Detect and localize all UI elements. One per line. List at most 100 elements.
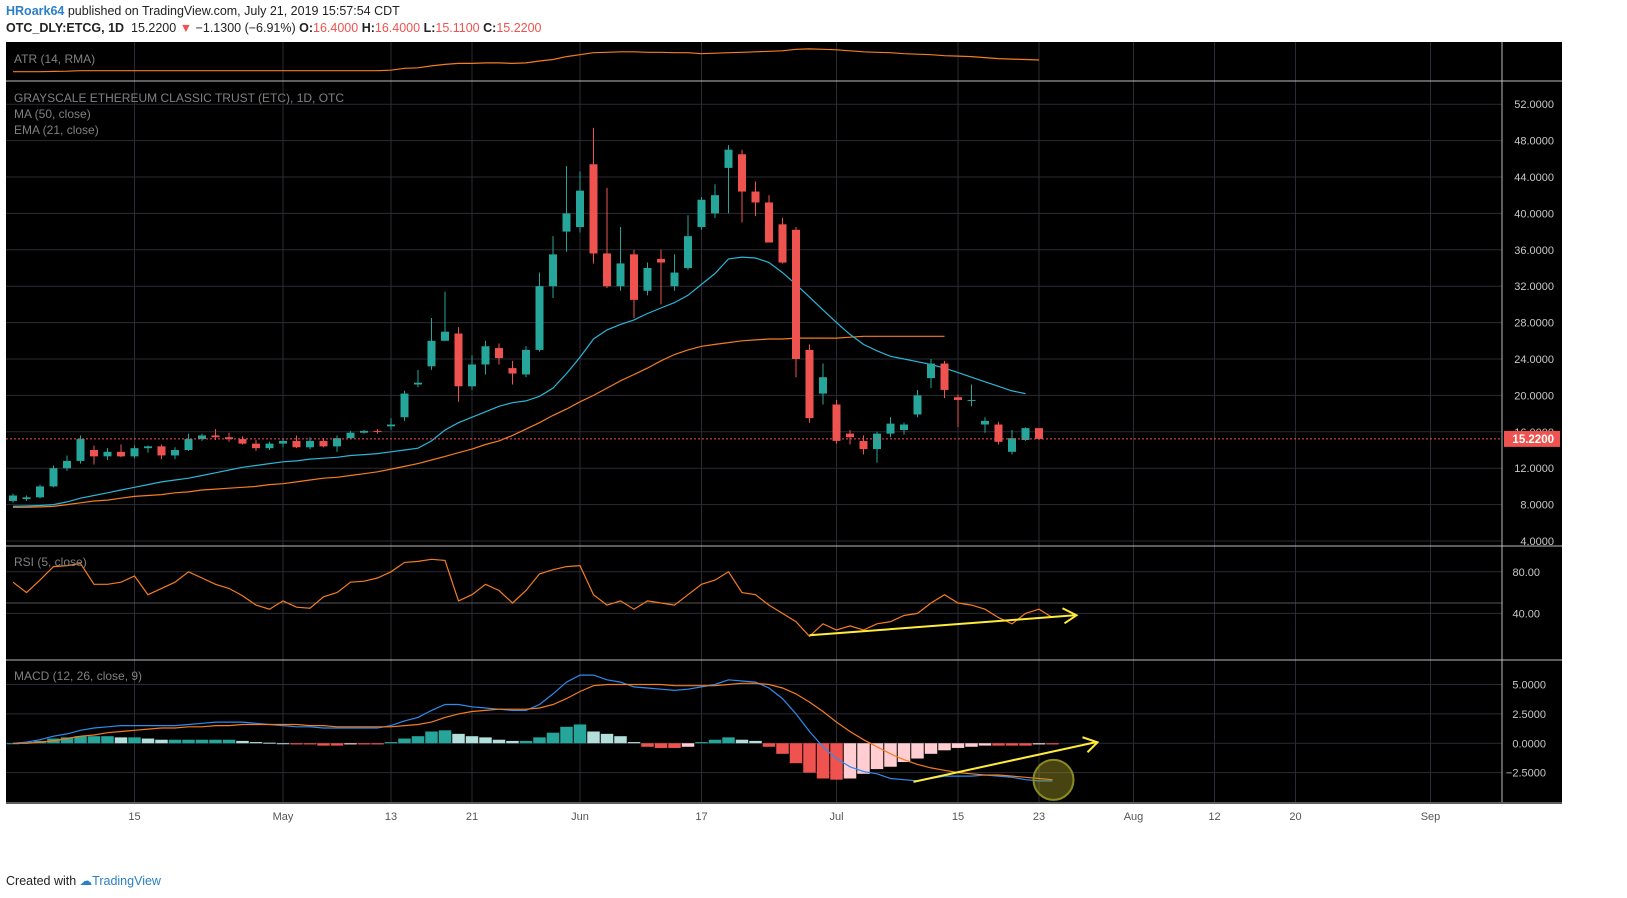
rsi-panel[interactable] [6,558,1502,638]
tradingview-brand[interactable]: TradingView [92,874,161,888]
price-tick-label: 20.0000 [1514,390,1554,402]
macd-trend-arrow [913,741,1096,783]
macd-hist-bar [938,743,951,751]
ema-legend: EMA (21, close) [14,123,99,137]
macd-hist-bar [114,737,128,744]
macd-hist-bar [492,739,506,744]
candle-up [346,432,355,439]
candle-up [265,443,274,449]
time-tick-label: 12 [1208,811,1220,823]
macd-hist-bar [371,743,384,745]
candle-up [724,149,733,168]
price-axis[interactable]: 4.00008.000012.000016.000020.000024.0000… [1504,99,1560,780]
candle-up [643,268,652,291]
macd-hist-bar [249,742,263,744]
rsi-tick-label: 40.00 [1512,608,1540,620]
macd-hist-bar [303,743,317,745]
candle-down [508,368,517,374]
candle-up [981,420,989,425]
candle-down [589,164,598,254]
macd-hist-bar [776,743,789,754]
candle-up [697,199,706,228]
macd-hist-bar [222,739,236,744]
last-price: 15.2200 [131,21,177,35]
candle-down [252,443,260,449]
candle-up [63,460,71,469]
macd-hist-bar [384,742,398,744]
macd-hist-bar [992,743,1005,746]
macd-hist-bar [1046,743,1059,745]
macd-hist-bar [1005,743,1019,746]
open-label: O: [299,21,314,35]
candle-up [198,435,206,440]
candle-down [859,440,868,450]
time-tick-label: Aug [1124,811,1144,823]
macd-hist-bar [344,743,357,745]
candle-up [468,364,476,387]
macd-hist-bar [978,743,992,746]
atr-panel[interactable] [13,48,1040,73]
macd-arrow-head [1082,736,1100,753]
candle-up [49,468,58,487]
rsi-tick-label: 80.00 [1512,567,1540,579]
candle-down [940,363,949,390]
high-value: 16.4000 [374,21,421,35]
candle-down [603,253,611,287]
candle-up [684,236,692,268]
price-tick-label: 48.0000 [1514,136,1554,148]
macd-hist-bar [263,742,276,744]
candle-up [900,424,908,430]
macd-panel[interactable] [6,674,1100,801]
time-tick-label: Jun [571,811,589,823]
candle-up [171,450,179,456]
candle-up [360,430,368,433]
candle-down [90,450,98,457]
macd-hist-bar [317,743,330,746]
low-value: 15.1100 [435,21,480,35]
macd-hist-bar [155,739,168,744]
macd-hist-bar [708,739,722,744]
grid [6,42,1502,802]
time-tick-label: 23 [1033,811,1045,823]
candle-up [36,486,44,498]
macd-hist-bar [128,737,141,744]
time-tick-label: 17 [695,811,707,823]
candle-up [387,424,395,427]
chart-canvas[interactable]: 4.00008.000012.000016.000020.000024.0000… [6,42,1562,830]
time-axis[interactable]: 15 May 13 21 Jun 17 Jul 15 23 Aug 12 20 Sep [6,804,1562,830]
macd-hist-bar [600,733,614,744]
macd-hist-bar [654,743,668,748]
candle-up [400,393,409,418]
tradingview-logo-icon: ☁ [79,874,93,888]
macd-hist-bar [857,743,870,774]
candle-down [657,258,665,263]
time-tick-label: Jul [829,811,843,823]
macd-hist-bar [546,732,560,744]
macd-hist-bar [870,743,884,770]
atr-line [13,48,1040,73]
candle-down [765,202,773,243]
macd-hist-bar [236,740,249,744]
ma50-line [13,335,945,508]
rsi-title: RSI (5, close) [14,555,87,569]
price-tick-label: 32.0000 [1514,281,1554,293]
candle-up [441,331,449,341]
candle-up [1021,428,1030,440]
macd-title: MACD (12, 26, close, 9) [14,669,142,683]
price-panel[interactable] [6,127,1502,508]
author-link[interactable]: HRoark64 [6,4,65,18]
candle-up [103,451,112,457]
candle-down [454,333,463,387]
macd-hist-bar [74,736,87,744]
candle-up [279,440,287,444]
candle-up [873,433,881,450]
candle-down [1035,428,1043,439]
candle-up [711,195,719,214]
time-axis-background [6,804,1562,830]
time-tick-label: May [273,811,294,823]
candle-down [778,224,787,263]
last-price-tag-label: 15.2200 [1512,434,1554,446]
candle-down [954,397,962,400]
macd-hist-bar [141,738,155,744]
macd-hist-bar [330,743,344,746]
